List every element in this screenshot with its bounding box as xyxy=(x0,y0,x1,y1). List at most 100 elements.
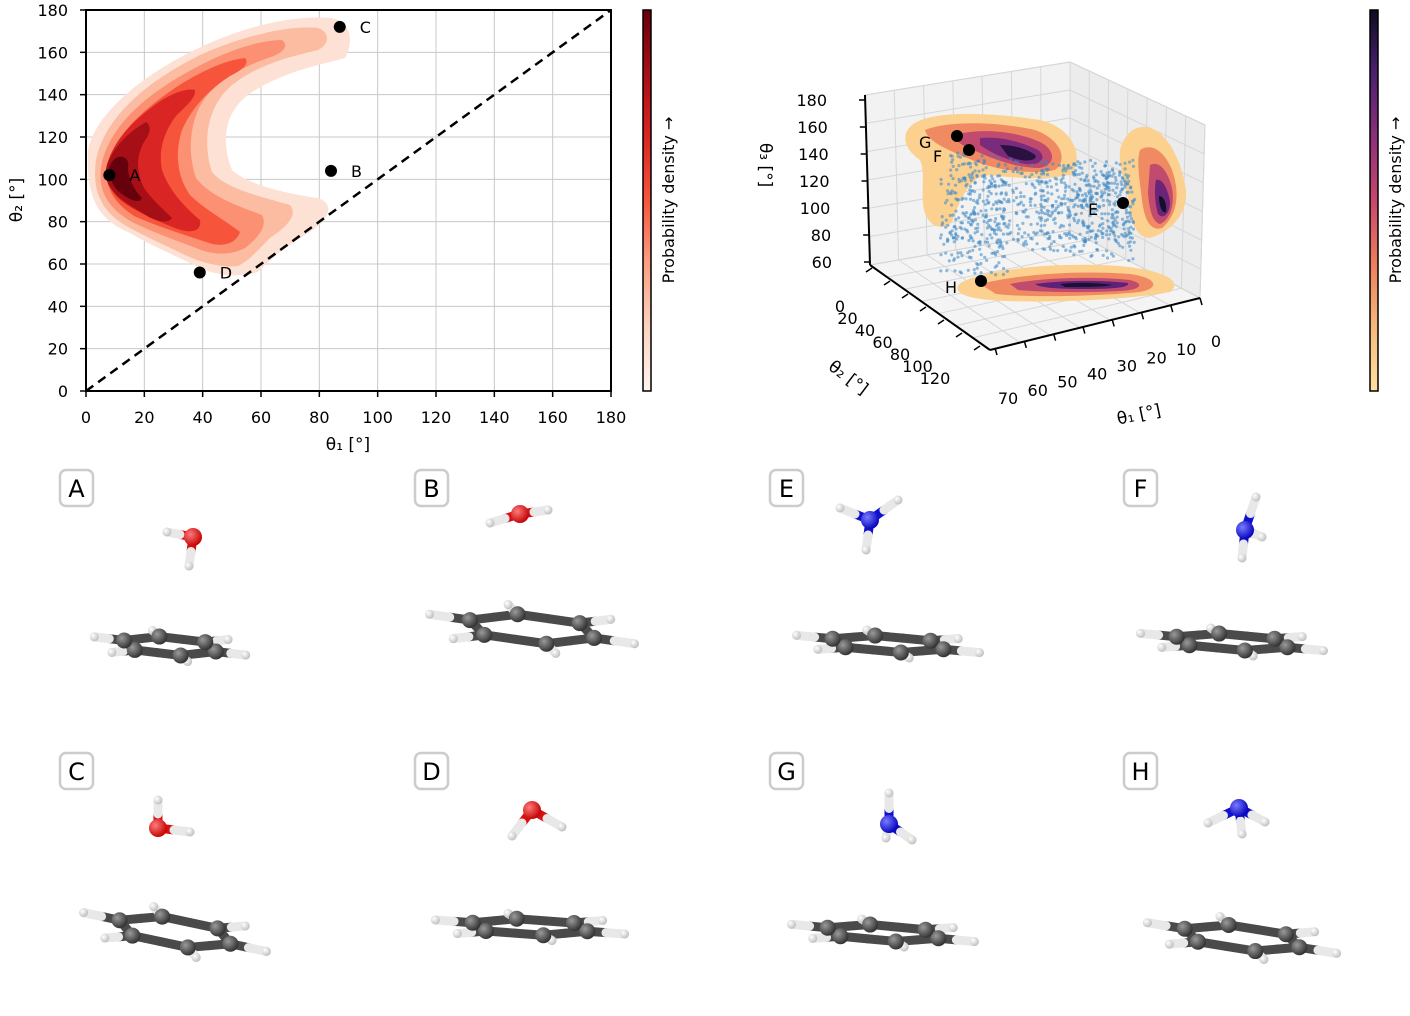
scatter-point xyxy=(955,237,959,241)
atom-h xyxy=(223,635,233,645)
atom-c xyxy=(1266,630,1283,647)
x-tick-label: 140 xyxy=(479,408,510,427)
molecule-panel-e: E xyxy=(768,468,984,663)
scatter-point xyxy=(973,190,977,194)
scatter-point xyxy=(1031,248,1035,252)
scatter-point xyxy=(1076,193,1080,197)
scatter-point xyxy=(953,224,957,229)
atom-h xyxy=(425,609,435,619)
scatter-point xyxy=(1051,210,1055,214)
scatter-point xyxy=(1049,185,1053,189)
scatter-point xyxy=(1030,163,1034,167)
scatter-point xyxy=(1059,223,1063,227)
y-tick-label: 0 xyxy=(58,382,68,401)
scatter-point xyxy=(1000,244,1004,248)
theta1-tick-mark xyxy=(994,347,998,356)
scatter-point xyxy=(1101,226,1105,230)
scatter-point xyxy=(1067,223,1072,227)
scatter-point xyxy=(1039,208,1043,212)
atom-h xyxy=(881,833,891,843)
molecule-panel-f: F xyxy=(1122,468,1328,661)
scatter-point xyxy=(940,215,944,219)
scatter-point xyxy=(1116,195,1120,199)
molecule-panel-h: H xyxy=(1122,751,1342,965)
scatter-point xyxy=(980,233,984,237)
scatter-point xyxy=(1061,173,1065,177)
ammonia-on-benzene xyxy=(1142,799,1342,965)
scatter-point xyxy=(976,222,980,226)
scatter-point xyxy=(1107,237,1111,241)
y-tick-label: 160 xyxy=(37,43,68,62)
scatter-point xyxy=(1051,230,1055,234)
scatter-point xyxy=(939,182,943,186)
scatter-point xyxy=(1071,171,1075,175)
scatter-point xyxy=(1111,188,1115,192)
scatter-point xyxy=(1120,183,1124,187)
atom-h xyxy=(792,630,802,640)
scatter-point xyxy=(945,269,949,273)
scatter-point xyxy=(954,227,958,231)
atom-h xyxy=(808,933,818,943)
scatter-point xyxy=(938,236,943,240)
scatter-point xyxy=(1028,175,1032,179)
atom-h xyxy=(1259,955,1269,965)
scatter-point xyxy=(1081,221,1085,225)
scatter-point xyxy=(959,271,964,275)
scatter-point xyxy=(1123,161,1127,165)
scatter-point xyxy=(1025,242,1029,246)
scatter-point xyxy=(995,208,999,212)
scatter-point xyxy=(1007,223,1011,227)
scatter-point xyxy=(1003,254,1007,258)
scatter-point xyxy=(1005,269,1009,273)
ammonia-on-benzene xyxy=(787,788,979,952)
atom-c xyxy=(209,920,226,937)
scatter-point xyxy=(1131,227,1135,231)
scatter-point xyxy=(1003,163,1007,167)
atom-c xyxy=(222,935,239,952)
scatter-point xyxy=(1038,229,1042,233)
scatter-point xyxy=(1015,170,1020,174)
panel-label: A xyxy=(68,475,85,503)
scatter-point xyxy=(1045,185,1049,189)
scatter-point xyxy=(1076,204,1080,208)
scatter-point xyxy=(1097,224,1102,228)
atom-h xyxy=(1332,948,1342,958)
atom-h xyxy=(1251,492,1261,502)
3d-gridline xyxy=(1069,89,1205,155)
point-label-b: B xyxy=(351,162,362,181)
scatter-point xyxy=(997,184,1001,188)
panel-label-box xyxy=(1122,468,1159,508)
scatter-point xyxy=(994,192,998,196)
atom-c xyxy=(538,635,555,652)
scatter-point xyxy=(998,174,1002,178)
theta2-tick-label: 80 xyxy=(890,345,910,364)
scatter-point xyxy=(960,254,964,258)
scatter-point xyxy=(976,201,980,205)
panel-label: C xyxy=(68,758,85,786)
point-label-c: C xyxy=(360,18,371,37)
scatter-point xyxy=(956,234,960,238)
scatter-point xyxy=(1096,180,1100,184)
scatter-point xyxy=(1011,237,1016,241)
scatter-point xyxy=(952,190,956,195)
scatter-point xyxy=(951,158,955,162)
scatter-point xyxy=(1052,218,1056,222)
theta1-axis-label: θ₁ [°] xyxy=(1115,401,1163,430)
point-d xyxy=(193,266,206,279)
scatter-point xyxy=(954,197,958,201)
scatter-point xyxy=(1029,222,1033,227)
point-label-e: E xyxy=(1088,200,1098,219)
scatter-point xyxy=(1072,253,1076,257)
scatter-point xyxy=(954,209,958,213)
scatter-point xyxy=(949,192,953,196)
scatter-point xyxy=(1055,188,1059,192)
point-h xyxy=(975,275,987,287)
scatter-point xyxy=(965,228,969,232)
scatter-point xyxy=(976,159,980,163)
scatter-point xyxy=(956,154,960,158)
water-on-benzene xyxy=(430,801,630,946)
scatter-point xyxy=(983,240,987,244)
scatter-point xyxy=(1104,160,1108,164)
scatter-point xyxy=(1100,212,1104,216)
y-tick-label: 60 xyxy=(48,255,68,274)
